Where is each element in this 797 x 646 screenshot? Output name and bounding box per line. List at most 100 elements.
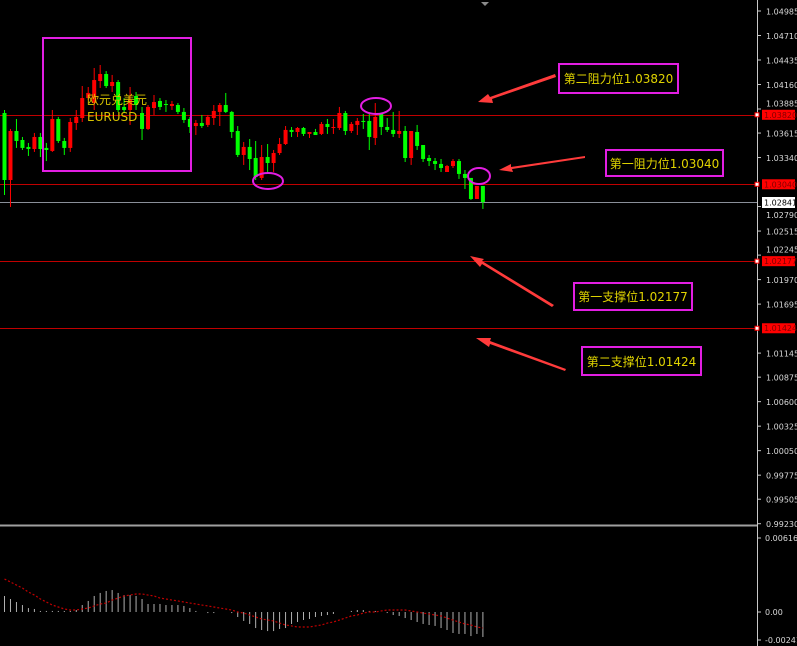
candle-body	[56, 118, 61, 141]
candle-body	[193, 122, 198, 127]
candle-body	[373, 116, 378, 138]
candle-body	[331, 126, 336, 128]
arrow-icon	[499, 156, 585, 172]
level-marker-icon	[754, 112, 760, 118]
level-marker-icon	[754, 258, 760, 264]
candle-body	[474, 185, 479, 199]
candle-body	[480, 185, 485, 203]
price-tick-label: 0.99230	[766, 520, 797, 529]
candle-body	[128, 100, 133, 110]
candle-body	[385, 126, 390, 130]
candle-body	[199, 122, 204, 127]
candle-body	[289, 129, 294, 132]
price-tick-label: 1.01695	[766, 301, 797, 310]
price-tick-label: 1.03340	[766, 154, 797, 163]
candle-body	[313, 131, 318, 136]
candle-body	[157, 100, 162, 107]
level-price-tag	[762, 256, 795, 267]
price-axis: 1.04985 1.04710 1.04435 1.04160 1.03885 1.036…	[754, 0, 797, 646]
candle-body	[415, 131, 420, 146]
price-tick-label: 1.04435	[766, 56, 797, 65]
candle-body	[277, 144, 282, 154]
candle-body	[62, 140, 67, 148]
price-tick-label: 1.00600	[766, 398, 797, 407]
candle-body	[80, 98, 85, 118]
scroll-marker-icon[interactable]	[481, 2, 489, 6]
level-marker-icon	[754, 181, 760, 187]
annotation-resistance-2: 第二阻力位1.03820	[558, 63, 679, 94]
bid-price-label: 1.02841	[764, 199, 797, 208]
candle-body	[229, 111, 234, 132]
price-tick-label: 1.00050	[766, 447, 797, 456]
candle-body	[409, 131, 414, 158]
candle-body	[445, 166, 450, 172]
annotation-support-1: 第一支撑位1.02177	[573, 282, 693, 311]
macd-axis: 0.006162 0.00 -0.002419	[757, 534, 797, 645]
symbol-label: 欧元兑美元 EURUSD	[87, 92, 147, 126]
price-tick-label: 1.04710	[766, 32, 797, 41]
candle-body	[175, 104, 180, 112]
price-tick-label: 1.00325	[766, 423, 797, 432]
candles	[2, 64, 485, 209]
candle-body	[397, 131, 402, 134]
candle-body	[301, 127, 306, 134]
price-tick-label: 1.03615	[766, 130, 797, 139]
candle-body	[468, 177, 473, 199]
candle-body	[38, 136, 43, 150]
symbol-code: EURUSD	[87, 110, 138, 124]
candle-body	[456, 161, 461, 174]
candle-body	[152, 102, 156, 109]
candle-body	[68, 122, 73, 148]
candle-body	[421, 144, 426, 159]
candle-body	[433, 161, 438, 164]
level-price-label: 1.01424	[764, 324, 797, 333]
level-lines	[0, 115, 757, 329]
highlight-ellipse	[467, 167, 491, 185]
candle-body	[205, 116, 210, 125]
symbol-name: 欧元兑美元	[87, 93, 148, 107]
annotation-support-2: 第二支撑位1.01424	[581, 346, 702, 376]
candle-body	[361, 120, 366, 123]
candle-body	[391, 129, 396, 134]
candle-body	[26, 146, 31, 150]
candle-body	[20, 140, 25, 148]
candle-body	[14, 131, 19, 141]
annotation-resistance-1: 第一阻力位1.03040	[605, 149, 724, 177]
candle-body	[134, 95, 139, 105]
price-tick-label: 1.04985	[766, 8, 797, 17]
macd-tick-label: -0.002419	[765, 636, 797, 645]
candle-body	[122, 106, 127, 110]
price-tick-label: 0.99505	[766, 496, 797, 505]
candle-body	[283, 129, 288, 145]
candle-body	[247, 146, 252, 159]
level-price-label: 1.03820	[764, 111, 797, 120]
candle-body	[169, 104, 174, 106]
candle-body	[307, 131, 312, 134]
candle-body	[325, 123, 330, 127]
highlight-ellipses	[252, 97, 491, 190]
price-tick-label: 1.00875	[766, 374, 797, 383]
candle-body	[319, 123, 324, 134]
highlight-ellipse	[252, 172, 284, 190]
candle-body	[265, 157, 270, 163]
candle-body	[104, 73, 109, 87]
macd-panel	[4, 578, 484, 637]
candle-body	[74, 116, 79, 123]
level-price-tag	[762, 179, 795, 190]
candle-body	[367, 120, 372, 137]
candle-body	[110, 82, 115, 87]
candle-body	[259, 157, 264, 178]
candle-body	[235, 131, 240, 155]
candle-body	[343, 113, 348, 132]
highlight-ellipse	[360, 97, 392, 115]
candle-body	[253, 157, 258, 177]
candle-body	[355, 120, 360, 125]
level-price-tag	[762, 109, 795, 120]
candle-body	[86, 92, 91, 99]
price-tick-label: 0.99775	[766, 472, 797, 481]
candle-body	[427, 157, 432, 162]
level-price-tag	[762, 323, 795, 334]
candle-body	[217, 104, 222, 112]
arrow-icon	[476, 338, 566, 371]
price-tick-label: 1.03885	[766, 99, 797, 108]
